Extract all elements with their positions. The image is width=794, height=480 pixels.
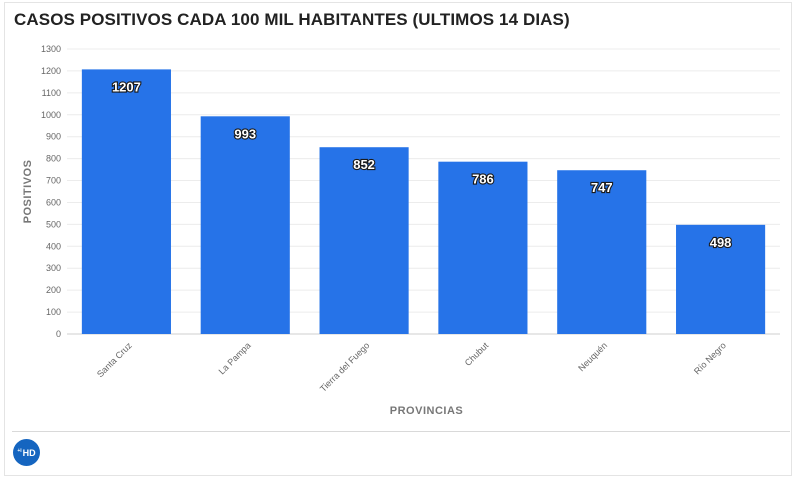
brand-logo[interactable]: +iHD bbox=[13, 439, 40, 466]
footer-divider bbox=[12, 431, 790, 432]
data-label: 852 bbox=[353, 157, 375, 172]
data-label: 498 bbox=[710, 235, 732, 250]
x-tick-label: Santa Cruz bbox=[95, 340, 134, 379]
y-tick-label: 300 bbox=[46, 263, 61, 273]
x-tick-label: La Pampa bbox=[217, 340, 253, 376]
chart-title: CASOS POSITIVOS CADA 100 MIL HABITANTES … bbox=[14, 10, 570, 29]
y-tick-label: 900 bbox=[46, 132, 61, 142]
bar bbox=[438, 161, 528, 334]
y-tick-label: 1300 bbox=[41, 44, 61, 54]
y-tick-label: 500 bbox=[46, 219, 61, 229]
y-tick-label: 100 bbox=[46, 307, 61, 317]
y-tick-label: 1100 bbox=[42, 88, 61, 98]
bar bbox=[557, 170, 647, 334]
y-tick-label: 0 bbox=[56, 329, 61, 339]
x-tick-label: Río Negro bbox=[692, 340, 728, 376]
x-tick-label: Neuquén bbox=[576, 340, 609, 373]
data-label: 786 bbox=[472, 172, 494, 187]
x-axis-title: PROVINCIAS bbox=[390, 405, 463, 417]
bar bbox=[319, 147, 409, 334]
y-tick-label: 800 bbox=[46, 154, 61, 164]
y-tick-label: 1000 bbox=[41, 110, 61, 120]
logo-text: +iHD bbox=[17, 447, 36, 458]
y-tick-label: 600 bbox=[46, 197, 61, 207]
y-tick-label: 200 bbox=[46, 285, 61, 295]
bar bbox=[200, 116, 290, 334]
chart-frame bbox=[4, 2, 792, 476]
x-tick-label: Tierra del Fuego bbox=[318, 340, 372, 394]
data-label: 747 bbox=[591, 180, 613, 195]
y-tick-label: 400 bbox=[46, 241, 61, 251]
data-label: 1207 bbox=[112, 79, 141, 94]
y-tick-label: 1200 bbox=[41, 66, 61, 76]
bar bbox=[81, 69, 171, 334]
y-axis-title: POSITIVOS bbox=[22, 160, 34, 224]
bar bbox=[676, 224, 766, 334]
data-label: 993 bbox=[234, 126, 256, 141]
x-tick-label: Chubut bbox=[463, 340, 491, 368]
y-tick-label: 700 bbox=[46, 176, 61, 186]
